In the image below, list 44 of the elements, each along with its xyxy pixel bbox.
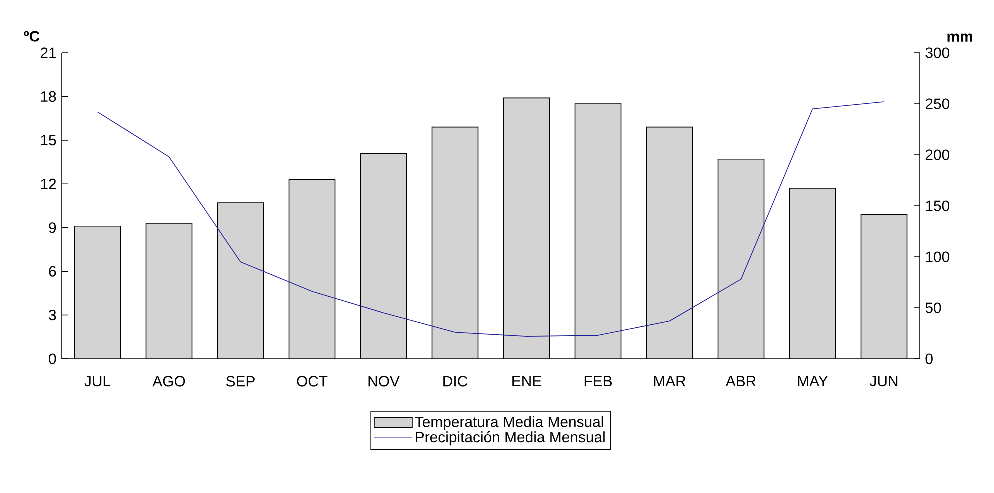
- y2-tick-label: 100: [926, 252, 950, 262]
- bar: [575, 104, 622, 359]
- bar: [146, 223, 192, 359]
- bar: [504, 98, 550, 359]
- bar: [218, 203, 264, 359]
- y-tick-label: 21: [40, 48, 56, 58]
- y-tick-label: 18: [41, 91, 56, 102]
- x-tick-label: SEP: [226, 376, 255, 387]
- y2-tick-label: 250: [926, 98, 950, 110]
- bar: [718, 159, 764, 359]
- x-tick-label: AGO: [152, 376, 186, 387]
- bar: [74, 226, 121, 359]
- line-series: [97, 102, 885, 337]
- y-tick-label: 15: [41, 135, 56, 146]
- y-axis-title: ºC: [24, 31, 40, 42]
- y2-tick-label: 150: [926, 200, 950, 212]
- x-tick-label: JUN: [870, 376, 898, 387]
- y2-axis-title: mm: [948, 34, 972, 42]
- y-tick-label: 12: [41, 178, 56, 190]
- x-tick-label: MAR: [654, 376, 686, 386]
- bar: [432, 127, 478, 359]
- bar: [860, 214, 908, 359]
- x-tick-label: DIC: [444, 376, 468, 387]
- x-tick-label: JUL: [84, 376, 111, 387]
- x-tick-label: MAY: [798, 376, 828, 386]
- y-tick-label: 6: [49, 266, 56, 277]
- x-tick-label: ABR: [726, 376, 756, 386]
- y2-tick-label: 50: [926, 302, 942, 314]
- legend-label: Precipitación Media Mensual: [416, 431, 605, 446]
- y2-tick-label: 0: [926, 354, 933, 364]
- y2-tick-label: 300: [926, 48, 950, 58]
- x-tick-label: ENE: [512, 376, 542, 386]
- legend-label: Temperatura Media Mensual: [415, 416, 604, 430]
- x-tick-label: NOV: [368, 376, 400, 387]
- bar: [360, 154, 407, 359]
- x-tick-label: FEB: [584, 376, 612, 386]
- y-tick-label: 9: [49, 222, 56, 234]
- y-tick-label: 0: [49, 354, 56, 364]
- y2-tick-label: 200: [926, 150, 950, 160]
- bar: [646, 127, 693, 359]
- x-tick-label: OCT: [297, 376, 328, 387]
- bar: [790, 188, 836, 359]
- y-tick-label: 3: [49, 310, 56, 321]
- bar: [289, 180, 336, 359]
